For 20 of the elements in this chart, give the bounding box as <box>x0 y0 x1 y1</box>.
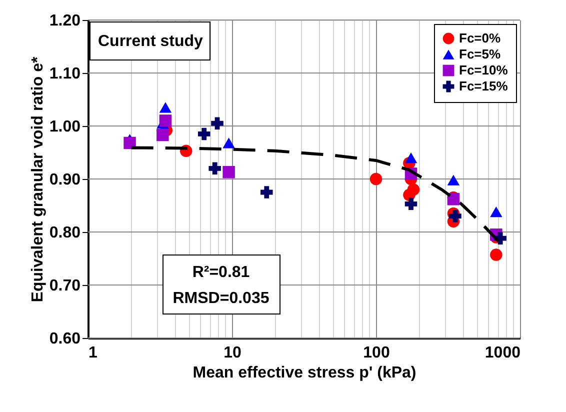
legend-label: Fc=15% <box>459 78 508 94</box>
annotation: Current study <box>98 33 203 50</box>
x-tick-label: 100 <box>363 344 390 362</box>
annotation: RMSD=0.035 <box>172 290 270 307</box>
x-tick-label: 1 <box>88 344 98 362</box>
y-tick-label: 0.80 <box>49 224 81 242</box>
y-tick-label: 0.70 <box>49 278 81 294</box>
legend-label: Fc=0% <box>459 30 501 46</box>
y-tick-label: 1.00 <box>49 118 81 136</box>
x-tick-label: 1000 <box>484 344 521 362</box>
x-tick-label: 10 <box>224 344 242 362</box>
annotation: R²=0.81 <box>192 264 250 281</box>
legend-label: Fc=10% <box>459 62 508 78</box>
x-axis-title: Mean effective stress p' (kPa) <box>192 364 416 382</box>
y-tick-label: 0.60 <box>49 330 81 348</box>
y-tick-label: 1.20 <box>49 12 81 30</box>
y-tick-label: 1.10 <box>49 66 81 82</box>
y-tick-label: 0.90 <box>49 172 81 188</box>
legend-label: Fc=5% <box>459 46 501 62</box>
y-axis-title: Equivalent granular void ratio e* <box>29 56 46 302</box>
